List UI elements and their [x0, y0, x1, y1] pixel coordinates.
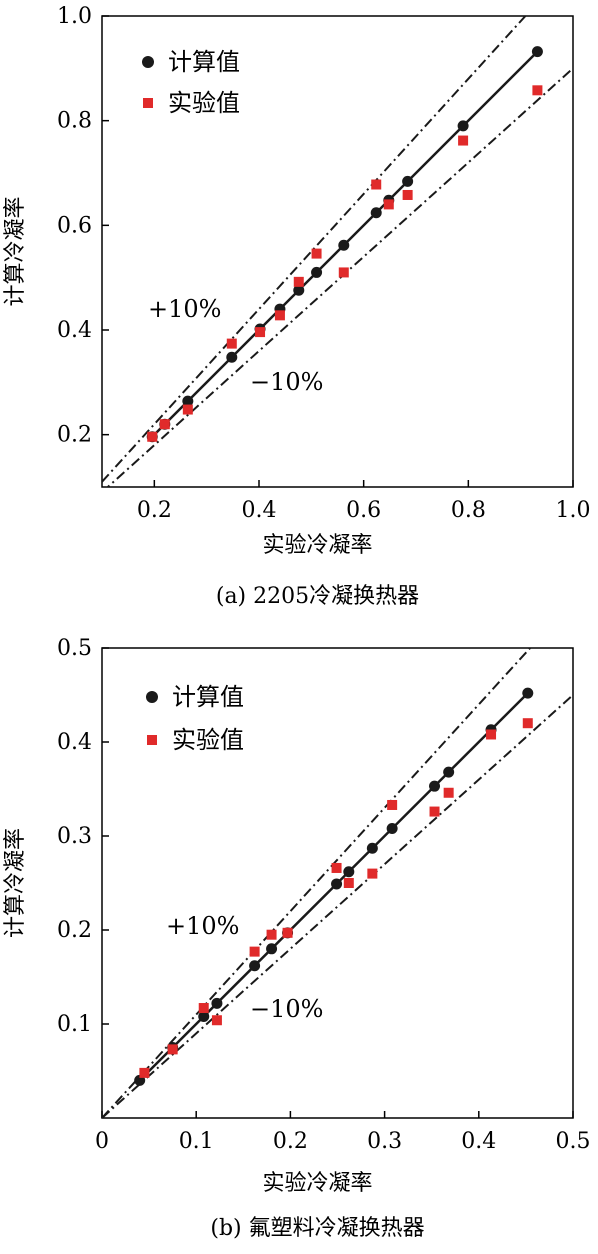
plus-10-percent-line [102, 648, 532, 1118]
x-axis-title: 实验冷凝率 [262, 533, 372, 558]
experimental-point [282, 927, 293, 938]
experimental-point [331, 862, 342, 873]
minus-10-percent-annotation: −10% [250, 368, 323, 396]
plus-10-percent-annotation: +10% [166, 912, 239, 940]
x-tick-label: 0.2 [273, 1129, 308, 1154]
experimental-point [443, 787, 454, 798]
figure-caption: (b) 氟塑料冷凝换热器 [210, 1216, 424, 1241]
legend-calculated-label: 计算值 [168, 48, 240, 76]
x-tick-label: 0.4 [242, 498, 277, 523]
calculated-point [338, 239, 350, 251]
x-tick-label: 0.3 [367, 1129, 402, 1154]
calculated-point [343, 866, 355, 878]
legend-calculated-label: 计算值 [172, 683, 244, 711]
plus-10-percent-annotation: +10% [148, 295, 221, 323]
y-tick-label: 1.0 [57, 4, 92, 29]
calculated-point [198, 1010, 210, 1022]
calculated-point [311, 266, 323, 278]
y-tick-label: 0.6 [57, 213, 92, 238]
experimental-point [139, 1067, 150, 1078]
calculated-point [331, 878, 343, 890]
x-tick-label: 0.6 [346, 498, 381, 523]
experimental-point [402, 189, 413, 200]
x-tick-label: 0.4 [461, 1129, 496, 1154]
y-tick-label: 0.4 [57, 318, 92, 343]
calculated-point [531, 46, 543, 58]
y-axis-title: 计算冷凝率 [3, 828, 28, 938]
x-tick-label: 0 [95, 1129, 109, 1154]
calculated-point [457, 120, 469, 132]
reference-lines [102, 648, 573, 1118]
calculated-point [293, 284, 305, 296]
calculated-point [211, 997, 223, 1009]
minus-10-percent-line [106, 67, 573, 487]
x-tick-label: 0.1 [179, 1129, 214, 1154]
experimental-point [255, 327, 266, 338]
calculated-point [249, 960, 261, 972]
minus-10-percent-line [102, 694, 573, 1118]
calculated-point [402, 175, 414, 187]
x-tick-label: 0.5 [556, 1129, 591, 1154]
experimental-point [147, 431, 158, 442]
experimental-point [182, 404, 193, 415]
experimental-point [266, 929, 277, 940]
y-tick-label: 0.3 [57, 824, 92, 849]
calculated-point [182, 395, 194, 407]
y-tick-label: 0.5 [57, 636, 92, 661]
experimental-point [343, 878, 354, 888]
y-tick-label: 0.8 [57, 109, 92, 134]
x-tick-label: 0.2 [137, 498, 172, 523]
experimental-point [371, 179, 382, 190]
experimental-point [532, 85, 543, 96]
experimental-point [429, 806, 440, 817]
legend-experimental-marker [143, 98, 153, 108]
experimental-point [167, 1044, 178, 1055]
experimental-point [159, 419, 170, 430]
experimental-point [198, 1003, 209, 1014]
experimental-point [249, 946, 260, 957]
experimental-point [311, 248, 322, 259]
experimental-point [338, 267, 349, 278]
calculated-point [429, 780, 441, 792]
calculated-point [370, 207, 382, 219]
experimental-point [226, 338, 237, 349]
calculated-point [266, 943, 278, 955]
experimental-point [211, 1015, 222, 1026]
experimental-point [274, 310, 285, 321]
calculated-point [366, 842, 378, 854]
legend-experimental-label: 实验值 [168, 89, 240, 117]
y-tick-label: 0.2 [57, 918, 92, 943]
x-tick-label: 1.0 [556, 498, 591, 523]
y-tick-label: 0.1 [57, 1012, 92, 1037]
experimental-point [522, 718, 533, 729]
calculated-point [443, 766, 455, 778]
plot-frame [101, 647, 574, 1119]
minus-10-percent-annotation: −10% [250, 995, 323, 1023]
legend-experimental-marker [147, 735, 157, 745]
legend-experimental-label: 实验值 [172, 726, 244, 754]
y-axis-title: 计算冷凝率 [3, 196, 28, 306]
experimental-point [486, 729, 497, 740]
reference-lines [102, 16, 573, 487]
plus-10-percent-line [102, 16, 527, 483]
calculated-point [226, 351, 238, 363]
experimental-point [293, 276, 304, 287]
legend-calculated-marker [146, 691, 158, 703]
plot-frame [101, 15, 574, 488]
experimental-point [367, 868, 378, 879]
x-axis-title: 实验冷凝率 [262, 1171, 372, 1196]
experimental-point [458, 135, 469, 146]
y-tick-label: 0.4 [57, 730, 92, 755]
x-tick-label: 0.8 [451, 498, 486, 523]
experimental-point [387, 799, 398, 810]
y-tick-label: 0.2 [57, 423, 92, 448]
experimental-point [383, 199, 394, 210]
figure-caption: (a) 2205冷凝换热器 [216, 584, 419, 609]
calculated-point [386, 822, 398, 834]
legend-calculated-marker [142, 56, 154, 68]
calculated-point [522, 687, 534, 699]
